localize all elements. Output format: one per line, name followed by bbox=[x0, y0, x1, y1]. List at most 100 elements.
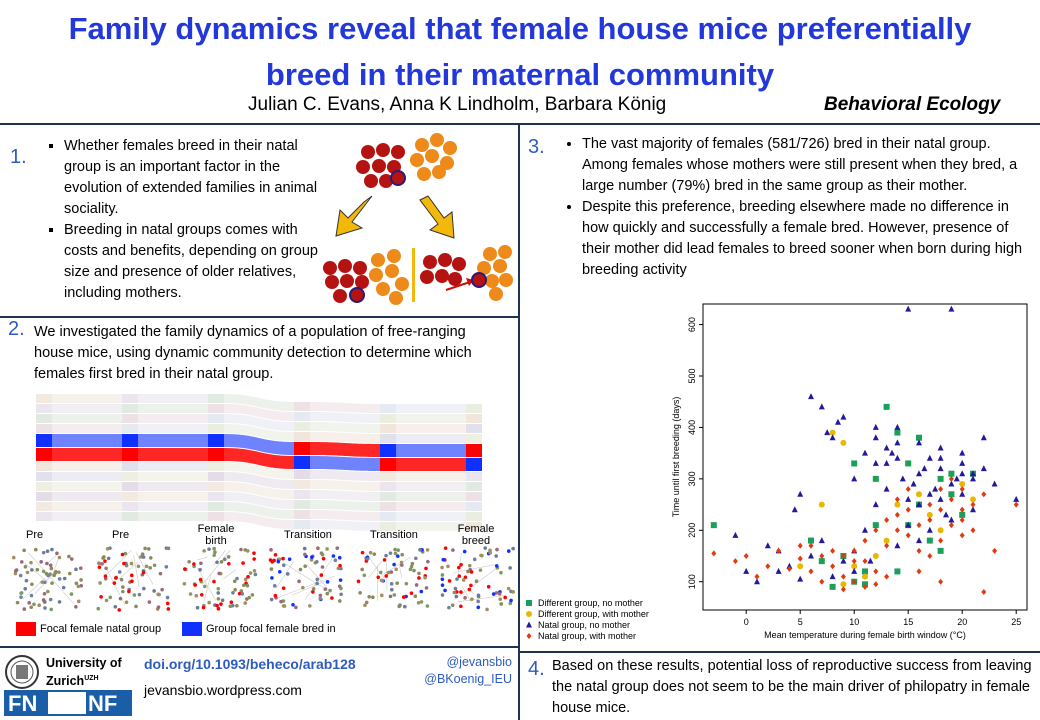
network-node bbox=[30, 568, 34, 572]
network-node bbox=[323, 587, 328, 591]
network-node bbox=[235, 603, 239, 608]
header-divider bbox=[0, 123, 1040, 125]
data-point bbox=[959, 486, 965, 493]
network-node bbox=[414, 556, 418, 561]
alluvial-node bbox=[208, 404, 224, 413]
network-node bbox=[129, 573, 134, 578]
network-node bbox=[371, 595, 375, 600]
data-point bbox=[818, 403, 825, 410]
legend-marker bbox=[526, 600, 532, 606]
alluvial-node bbox=[36, 472, 52, 481]
network-node bbox=[252, 568, 257, 573]
network-edge bbox=[201, 549, 231, 585]
network-node bbox=[152, 563, 157, 568]
alluvial-flow bbox=[52, 414, 122, 423]
center-divider bbox=[518, 123, 520, 720]
alluvial-node bbox=[466, 444, 482, 457]
alluvial-node bbox=[36, 424, 52, 433]
network-edge bbox=[223, 569, 236, 580]
authors: Julian C. Evans, Anna K Lindholm, Barbar… bbox=[248, 94, 667, 115]
snf-text-left: FN bbox=[8, 691, 38, 716]
network-node bbox=[372, 552, 377, 556]
network-node bbox=[297, 579, 301, 584]
stage-label: Pre bbox=[112, 529, 130, 541]
data-point bbox=[851, 567, 858, 574]
network-node bbox=[408, 567, 413, 572]
data-point bbox=[889, 449, 895, 456]
network-node bbox=[486, 584, 491, 589]
alluvial-node bbox=[208, 414, 224, 423]
sec1-bullets: Whether females breed in their natal gro… bbox=[34, 136, 332, 304]
website-link[interactable]: jevansbio.wordpress.com bbox=[144, 682, 302, 698]
network-node bbox=[215, 603, 219, 608]
network-node bbox=[310, 555, 314, 559]
data-point bbox=[991, 480, 998, 487]
alluvial-flow bbox=[310, 510, 380, 521]
network-node bbox=[367, 594, 372, 599]
network-edge bbox=[284, 563, 331, 593]
handle-2[interactable]: @BKoenig_IEU bbox=[424, 672, 512, 686]
network-node bbox=[76, 599, 81, 604]
network-node bbox=[508, 566, 512, 570]
network-node bbox=[19, 595, 23, 599]
network-node bbox=[476, 605, 481, 610]
data-point bbox=[884, 542, 890, 549]
data-point bbox=[916, 491, 922, 498]
network-node bbox=[69, 557, 74, 561]
network-edge bbox=[103, 549, 132, 578]
alluvial-node bbox=[294, 432, 310, 441]
data-point bbox=[754, 578, 760, 585]
network-node bbox=[273, 552, 278, 557]
data-point bbox=[916, 501, 922, 508]
network-edge bbox=[203, 572, 212, 603]
network-node bbox=[40, 580, 44, 584]
data-point bbox=[829, 429, 836, 436]
legend-marker bbox=[526, 621, 532, 628]
network-edge bbox=[276, 561, 294, 589]
network-node bbox=[248, 571, 253, 575]
data-point bbox=[818, 558, 825, 565]
network-node bbox=[43, 580, 47, 585]
network-node bbox=[97, 565, 102, 570]
network-node bbox=[222, 557, 227, 562]
data-point bbox=[862, 568, 868, 575]
network-node bbox=[454, 594, 459, 599]
data-point bbox=[970, 496, 976, 503]
legend-marker bbox=[526, 611, 532, 617]
network-node bbox=[57, 577, 62, 581]
network-node bbox=[123, 551, 128, 556]
network-node bbox=[452, 590, 457, 595]
alluvial-flow bbox=[138, 512, 208, 521]
sec3-bullet: The vast majority of females (581/726) b… bbox=[582, 134, 1034, 197]
data-point bbox=[862, 573, 868, 580]
y-tick-label: 600 bbox=[687, 317, 697, 332]
network-node bbox=[243, 601, 248, 605]
network-node bbox=[165, 601, 170, 606]
network-node bbox=[506, 549, 511, 553]
data-point bbox=[943, 511, 949, 518]
handle-1[interactable]: @jevansbio bbox=[446, 655, 512, 669]
data-point bbox=[894, 423, 901, 430]
network-node bbox=[252, 557, 256, 561]
network-node bbox=[192, 562, 196, 566]
network-node bbox=[96, 606, 101, 611]
stage-label: Transition bbox=[284, 529, 332, 541]
network-node bbox=[328, 588, 332, 593]
doi-link[interactable]: doi.org/10.1093/beheco/arab128 bbox=[144, 656, 356, 672]
data-point bbox=[797, 490, 804, 497]
network-node bbox=[402, 604, 407, 609]
y-tick-label: 200 bbox=[687, 523, 697, 538]
data-point bbox=[905, 486, 911, 493]
network-node bbox=[497, 592, 502, 596]
network-node bbox=[19, 560, 24, 564]
network-node bbox=[409, 591, 414, 595]
data-point bbox=[959, 459, 966, 466]
data-point bbox=[905, 532, 911, 539]
network-node bbox=[394, 567, 399, 572]
network-node bbox=[129, 561, 134, 566]
alluvial-node bbox=[380, 522, 396, 531]
network-node bbox=[45, 561, 49, 566]
network-node bbox=[23, 586, 28, 591]
network-node bbox=[49, 607, 54, 612]
data-point bbox=[840, 557, 847, 564]
